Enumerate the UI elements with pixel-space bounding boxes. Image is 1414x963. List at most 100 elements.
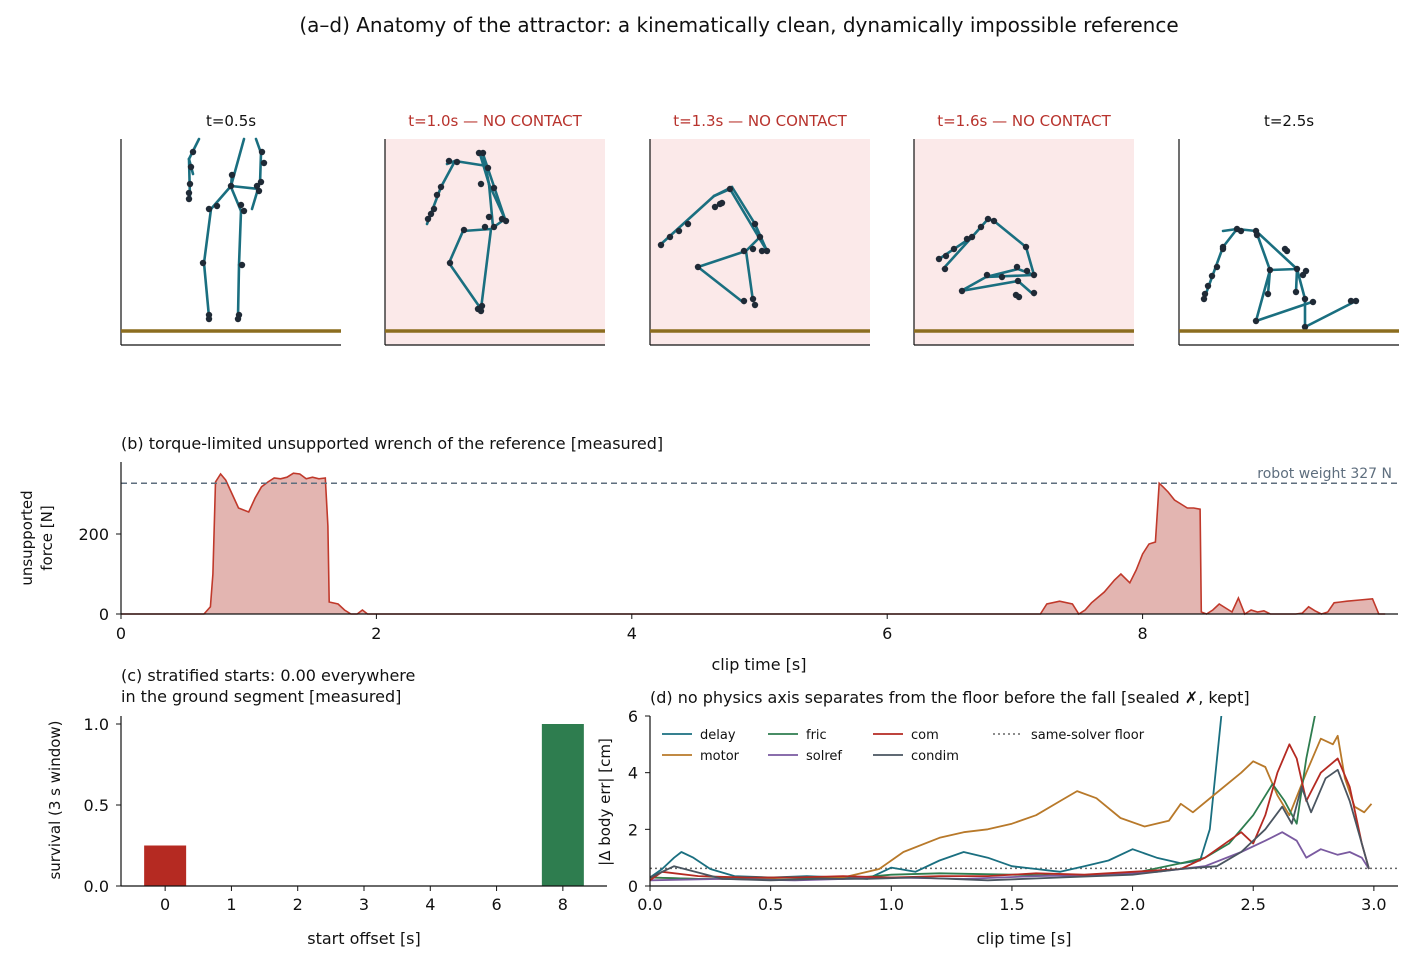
skeleton-joint [740,297,748,305]
legend-label-fric: fric [806,728,827,743]
bar-8 [541,724,584,886]
skeleton-joint [983,271,991,279]
skeleton-bone [959,275,988,293]
frame-1: t=1.0s — NO CONTACT [384,112,605,346]
panel-c-title-line-2: in the ground segment [measured] [121,687,401,706]
skeleton-bone [447,261,483,311]
panel-d-line-chart: (d) no physics axis separates from the f… [596,688,1398,948]
skeleton-joint [958,287,966,295]
frame-title: t=1.6s — NO CONTACT [937,112,1111,130]
y-tick-label: 200 [78,525,109,544]
skeleton-joint [1219,245,1227,253]
skeleton-bone [479,227,493,311]
skeleton-joint [726,185,734,193]
skeleton-joint [968,233,976,241]
no-contact-shading [650,139,870,345]
skeleton-joint [1283,247,1291,255]
skeleton-joint [1301,323,1309,331]
skeleton-joint [199,259,207,267]
series-condim [650,768,1370,882]
skeleton-joint [1352,297,1360,305]
skeleton-bone [1221,227,1239,249]
y-axis-label: survival (3 s window) [46,720,64,879]
x-tick-label: 1.5 [999,895,1024,914]
y-tick-label: 6 [628,707,638,726]
skeleton-joint [446,259,454,267]
legend-label-motor: motor [700,749,740,764]
skeleton-joint [1030,271,1038,279]
skeleton-joint [758,247,766,255]
skeleton-joint [1030,289,1038,297]
skeleton-joint [260,159,268,167]
skeleton-joint [477,307,485,315]
skeleton-joint [1347,297,1355,305]
panel-b-title: (b) torque-limited unsupported wrench of… [121,434,663,453]
skeleton-bone [439,159,457,189]
x-tick-label: 6 [491,895,501,914]
skeleton-joint [240,207,248,215]
skeleton-bone [237,209,243,267]
skeleton-joint [942,252,950,260]
skeleton-joint [258,148,266,156]
skeleton-joint [427,210,435,218]
legend-label-condim: condim [911,749,959,764]
skeleton-joint [460,226,468,234]
skeleton-bone [984,267,1020,279]
skeleton-bone [258,151,263,186]
y-axis-label-line-1: unsupported [18,490,36,585]
frame-title: t=0.5s [206,112,256,130]
skeleton-joint [484,164,492,172]
x-tick-label: 0.5 [758,895,783,914]
skeleton-bone [229,184,261,191]
frame-title: t=1.3s — NO CONTACT [673,112,847,130]
x-tick-label: 1 [226,895,236,914]
skeleton-joint [751,301,759,309]
skeleton-joint [1204,282,1212,290]
skeleton-joint [941,265,949,273]
skeleton-joint [763,247,771,255]
skeleton-joint [1022,243,1030,251]
skeleton-bone [984,273,1036,279]
skeleton-joint [751,220,759,228]
skeleton-joint [694,263,702,271]
skeleton-bone [447,229,465,265]
skeleton-joint [490,184,498,192]
x-tick-label: 6 [882,624,892,643]
skeleton-bone [941,235,974,271]
no-contact-shading [385,139,605,345]
frame-4: t=2.5s [1178,112,1399,346]
skeleton-bone [744,235,762,253]
skeleton-bone [1266,268,1272,296]
skeleton-bone [229,137,246,188]
skeleton-joint [1014,277,1022,285]
skeleton-joint [666,233,674,241]
skeleton-joint [984,215,992,223]
skeleton-bone [1295,267,1307,301]
skeleton-joint [1015,293,1023,301]
skeleton-joint [1013,263,1021,271]
y-tick-label: 0.5 [84,796,109,815]
skeleton-joint [684,220,692,228]
skeleton-joint [205,205,213,213]
frame-title: t=1.0s — NO CONTACT [408,112,582,130]
skeleton-joint [237,201,245,209]
panel-b-wrench-chart: (b) torque-limited unsupported wrench of… [18,434,1398,674]
x-tick-label: 2 [371,624,381,643]
y-axis-label: |Δ body err| [cm] [596,738,614,866]
skeleton-joint [1201,290,1209,298]
skeleton-joint [445,157,453,165]
skeleton-joint [749,245,757,253]
y-tick-label: 0 [99,605,109,624]
series-solref [650,831,1370,882]
skeleton-joint [1293,265,1301,273]
skeleton-bone [1254,300,1314,323]
skeleton-bone [202,261,211,319]
x-tick-label: 2.5 [1240,895,1265,914]
skeleton-joint [253,182,261,190]
skeleton-joint [453,158,461,166]
skeleton-bone [1268,267,1299,272]
skeleton-bone [1254,268,1272,323]
skeleton-joint [1302,267,1310,275]
x-tick-label: 0 [160,895,170,914]
skeleton-bone [1024,245,1036,277]
